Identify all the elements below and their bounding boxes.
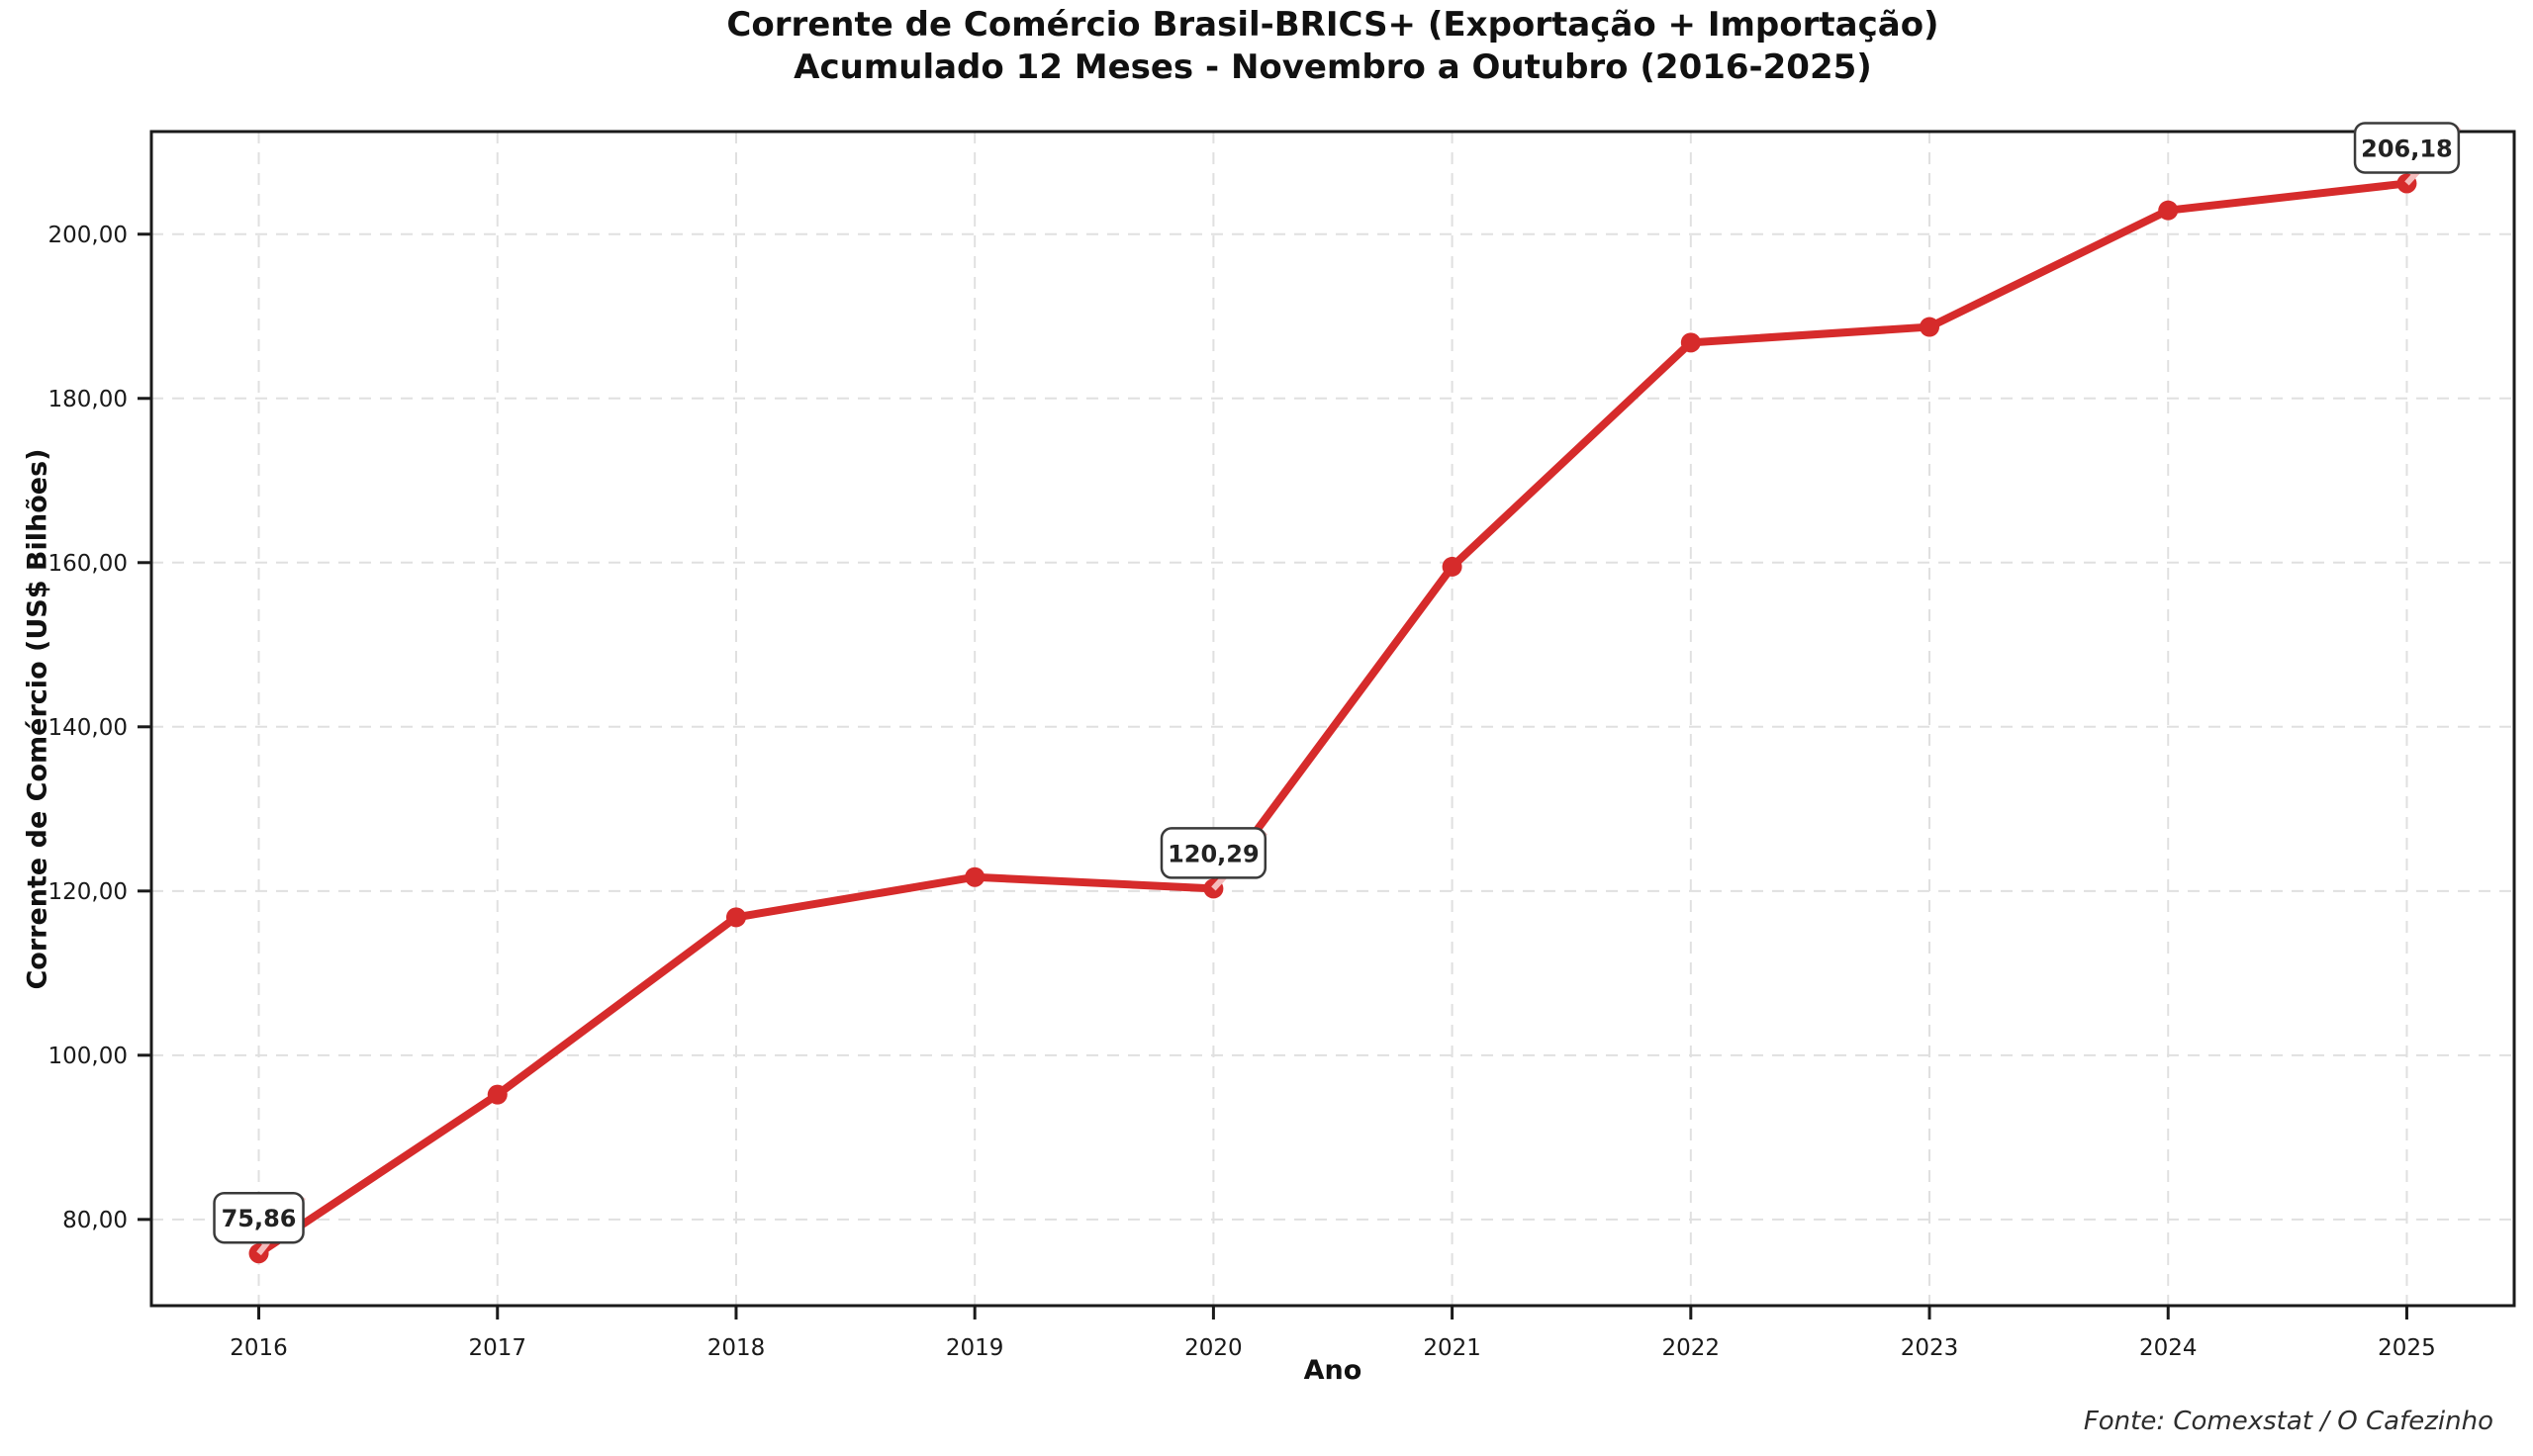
x-tick-label: 2018 [707, 1335, 766, 1361]
data-line [254, 179, 2411, 1258]
y-tick-label: 200,00 [48, 223, 128, 248]
y-tick-label: 80,00 [62, 1208, 128, 1233]
chart-title: Corrente de Comércio Brasil-BRICS+ (Expo… [151, 4, 2514, 89]
annotation-label: 75,86 [222, 1205, 297, 1232]
source-note: Fonte: Comexstat / O Cafezinho [2083, 1407, 2493, 1436]
y-tick-label: 140,00 [48, 715, 128, 741]
x-tick-label: 2022 [1662, 1335, 1721, 1361]
chart-title-line2: Acumulado 12 Meses - Novembro a Outubro … [794, 47, 1872, 87]
x-axis-label: Ano [1303, 1355, 1362, 1386]
data-point-2022 [1680, 332, 1701, 353]
data-point-2019 [965, 866, 985, 887]
y-tick-label: 160,00 [48, 551, 128, 577]
x-tick-label: 2019 [946, 1335, 1004, 1361]
x-tick-label: 2017 [468, 1335, 526, 1361]
plot-border [149, 130, 2516, 1308]
y-tick-label: 180,00 [48, 387, 128, 412]
chart-title-line1: Corrente de Comércio Brasil-BRICS+ (Expo… [726, 5, 1939, 45]
annotation-box [2353, 122, 2461, 174]
x-tick-label: 2023 [1901, 1335, 1959, 1361]
data-point-2021 [1442, 556, 1462, 577]
annotation-label: 206,18 [2361, 135, 2453, 162]
y-tick-label: 120,00 [48, 879, 128, 905]
x-tick-label: 2020 [1184, 1335, 1243, 1361]
data-point-2023 [1920, 317, 1940, 337]
data-point-2017 [487, 1084, 508, 1105]
y-tick-label: 100,00 [48, 1044, 128, 1069]
x-tick-label: 2025 [2378, 1335, 2436, 1361]
x-tick-label: 2024 [2139, 1335, 2198, 1361]
annotation-label: 120,29 [1168, 840, 1260, 867]
annotation-box [213, 1191, 305, 1244]
data-point-2018 [725, 907, 746, 928]
annotation-box [1160, 827, 1267, 879]
data-point-2024 [2158, 200, 2179, 221]
x-tick-label: 2021 [1423, 1335, 1481, 1361]
x-tick-label: 2016 [230, 1335, 288, 1361]
